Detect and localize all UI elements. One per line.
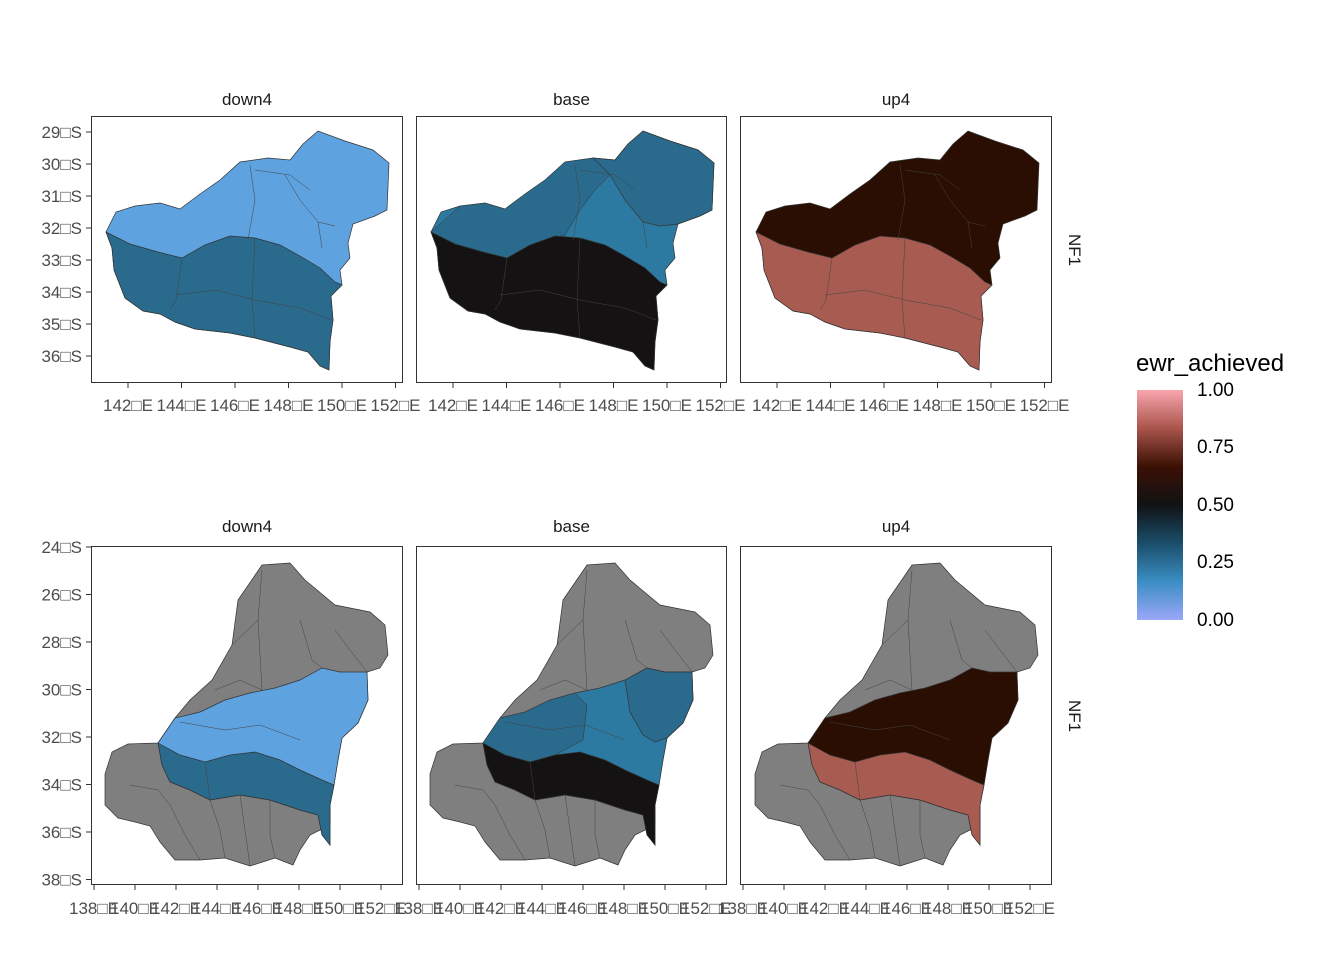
x-tick-label-bottom-p1-5: 148□E <box>599 899 649 918</box>
x-tick-label-bottom-p1-1: 140□E <box>435 899 485 918</box>
x-tick-label-bottom-p0-5: 148□E <box>274 899 324 918</box>
strip-label-top-up4: up4 <box>881 90 911 109</box>
bottom-down4-map <box>104 562 389 867</box>
x-tick-label-top-p1-2: 146□E <box>535 396 585 415</box>
y-tick-label-top-0: 29□S <box>41 123 82 142</box>
y-tick-label-bottom-7: 38□S <box>41 871 82 890</box>
axes-group: 29□S 30□S 31□S 32□S 33□S 34□S 35□S 36□S 24□S 26□S… <box>41 123 1069 918</box>
y-tick-label-bottom-6: 36□S <box>41 823 82 842</box>
x-tick-label-bottom-p2-6: 150□E <box>964 899 1014 918</box>
x-tick-label-bottom-p0-4: 146□E <box>233 899 283 918</box>
y-tick-label-top-1: 30□S <box>41 155 82 174</box>
y-tick-label-bottom-2: 28□S <box>41 633 82 652</box>
bottom-base-map <box>429 562 714 867</box>
x-tick-label-top-p1-4: 150□E <box>642 396 692 415</box>
x-tick-label-top-p0-2: 146□E <box>210 396 260 415</box>
x-tick-label-bottom-p1-0: 138□E <box>394 899 444 918</box>
x-tick-label-bottom-p2-1: 140□E <box>759 899 809 918</box>
x-tick-label-top-p2-1: 144□E <box>806 396 856 415</box>
y-tick-label-top-2: 31□S <box>41 187 82 206</box>
x-tick-label-top-p2-4: 150□E <box>966 396 1016 415</box>
x-tick-label-top-p0-5: 152□E <box>371 396 421 415</box>
x-tick-label-bottom-p0-0: 138□E <box>69 899 119 918</box>
bottom-up4-map <box>754 562 1039 867</box>
top-base-map <box>430 130 715 371</box>
x-tick-label-top-p1-5: 152□E <box>696 396 746 415</box>
x-tick-label-top-p0-1: 144□E <box>157 396 207 415</box>
x-tick-label-top-p2-0: 142□E <box>752 396 802 415</box>
legend-label-1: 1.00 <box>1197 380 1234 401</box>
y-tick-label-bottom-5: 34□S <box>41 776 82 795</box>
y-tick-label-bottom-0: 24□S <box>41 538 82 557</box>
legend-label-000: 0.00 <box>1197 610 1234 631</box>
x-tick-label-bottom-p0-3: 144□E <box>192 899 242 918</box>
strip-label-bottom-base: base <box>553 517 590 536</box>
x-tick-label-bottom-p1-4: 146□E <box>558 899 608 918</box>
x-tick-label-bottom-p1-6: 150□E <box>640 899 690 918</box>
strip-label-top-down4: down4 <box>221 90 273 109</box>
legend-label-025: 0.25 <box>1197 552 1234 573</box>
x-tick-label-top-p1-1: 144□E <box>482 396 532 415</box>
legend-label-050: 0.50 <box>1197 495 1234 516</box>
y-tick-label-bottom-1: 26□S <box>41 586 82 605</box>
y-tick-label-top-6: 35□S <box>41 315 82 334</box>
y-tick-label-top-7: 36□S <box>41 347 82 366</box>
x-tick-label-bottom-p1-7: 152□E <box>681 899 731 918</box>
x-tick-label-top-p2-5: 152□E <box>1020 396 1070 415</box>
x-tick-label-top-p1-0: 142□E <box>428 396 478 415</box>
x-tick-label-top-p0-0: 142□E <box>103 396 153 415</box>
x-tick-label-top-p2-3: 148□E <box>913 396 963 415</box>
y-tick-label-bottom-4: 32□S <box>41 728 82 747</box>
y-tick-label-top-4: 33□S <box>41 251 82 270</box>
y-tick-label-top-3: 32□S <box>41 219 82 238</box>
x-tick-label-bottom-p1-2: 142□E <box>476 899 526 918</box>
x-tick-label-top-p1-3: 148□E <box>589 396 639 415</box>
top-up4-map <box>755 130 1040 371</box>
x-tick-label-bottom-p2-0: 138□E <box>718 899 768 918</box>
x-tick-label-top-p2-2: 146□E <box>859 396 909 415</box>
x-tick-label-top-p0-4: 150□E <box>317 396 367 415</box>
x-tick-label-bottom-p2-5: 148□E <box>923 899 973 918</box>
x-tick-label-bottom-p2-4: 146□E <box>882 899 932 918</box>
legend-label-075: 0.75 <box>1197 437 1234 458</box>
x-tick-label-bottom-p2-7: 152□E <box>1005 899 1055 918</box>
x-tick-label-bottom-p0-2: 142□E <box>151 899 201 918</box>
x-tick-label-bottom-p2-2: 142□E <box>800 899 850 918</box>
x-tick-label-bottom-p0-6: 150□E <box>315 899 365 918</box>
x-tick-label-bottom-p1-3: 144□E <box>517 899 567 918</box>
x-tick-label-bottom-p0-7: 152□E <box>356 899 406 918</box>
y-tick-label-top-5: 34□S <box>41 283 82 302</box>
top-down4-map <box>105 130 390 371</box>
strip-label-bottom-down4: down4 <box>221 517 273 536</box>
y-tick-label-bottom-3: 30□S <box>41 681 82 700</box>
legend-colorbar <box>1137 390 1183 620</box>
x-tick-label-bottom-p2-3: 144□E <box>841 899 891 918</box>
x-tick-label-top-p0-3: 148□E <box>264 396 314 415</box>
x-tick-label-bottom-p0-1: 140□E <box>110 899 160 918</box>
strip-label-top-base: base <box>553 90 590 109</box>
strip-label-bottom-up4: up4 <box>881 517 911 536</box>
legend-title: ewr_achieved <box>1136 350 1285 377</box>
